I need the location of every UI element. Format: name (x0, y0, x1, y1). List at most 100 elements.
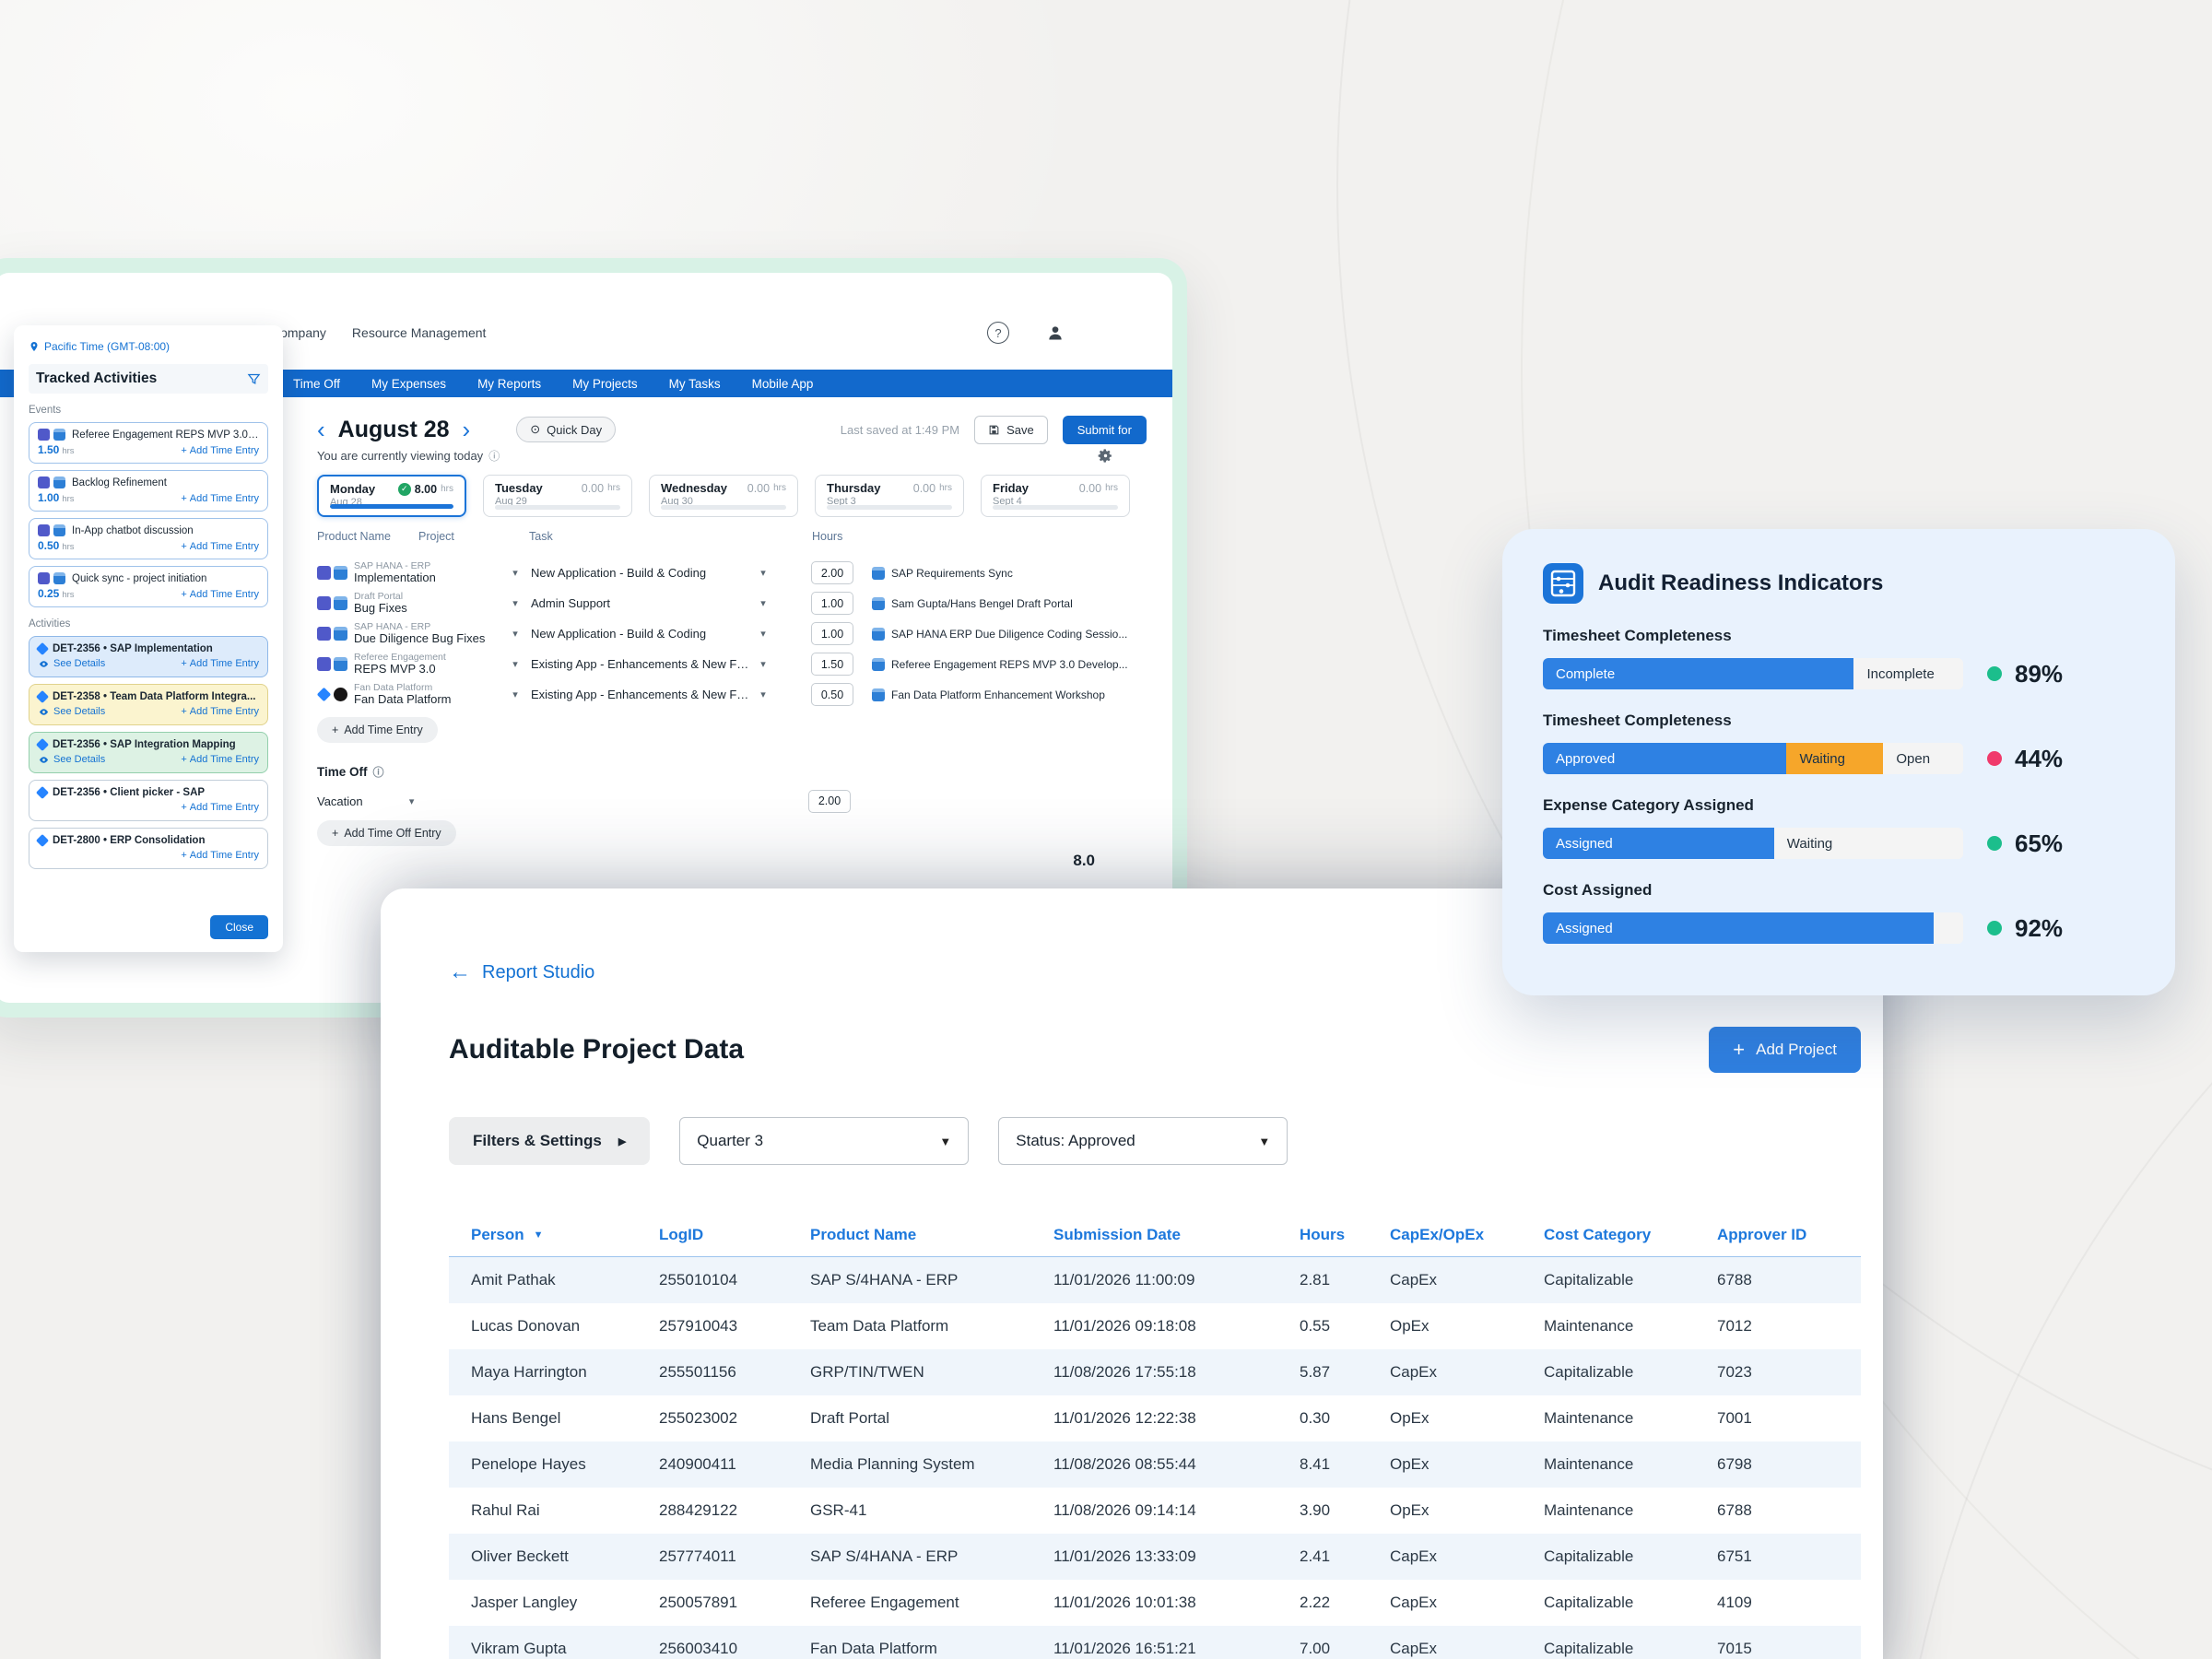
back-arrow-icon[interactable]: ← (449, 959, 471, 984)
chevron-down-icon[interactable]: ▾ (512, 689, 518, 700)
table-row[interactable]: Penelope Hayes 240900411 Media Planning … (449, 1441, 1861, 1488)
project-select[interactable]: SAP HANA - ERP Due Diligence Bug Fixes (354, 621, 500, 646)
hours-input[interactable]: 1.00 (811, 592, 853, 615)
add-time-entry-link[interactable]: + Add Time Entry (181, 493, 259, 504)
add-time-entry-link[interactable]: + Add Time Entry (181, 589, 259, 600)
table-row[interactable]: Amit Pathak 255010104 SAP S/4HANA - ERP … (449, 1257, 1861, 1303)
chevron-down-icon[interactable]: ▾ (512, 598, 518, 609)
add-time-entry-link[interactable]: + Add Time Entry (181, 706, 259, 717)
add-project-button[interactable]: + Add Project (1709, 1027, 1861, 1073)
next-day-button[interactable]: › (462, 416, 471, 443)
column-cost-category[interactable]: Cost Category (1544, 1225, 1652, 1243)
column-person[interactable]: Person ▼ (471, 1226, 659, 1244)
chevron-down-icon[interactable]: ▾ (512, 629, 518, 640)
add-time-entry-link[interactable]: + Add Time Entry (181, 754, 259, 765)
column-submission-date[interactable]: Submission Date (1053, 1225, 1181, 1243)
chevron-down-icon[interactable]: ▾ (512, 659, 518, 670)
time-off-hours-input[interactable]: 2.00 (808, 789, 851, 813)
task-select[interactable]: Admin Support ▾ (531, 596, 772, 610)
header-actions: Last saved at 1:49 PM Save Submit for (841, 415, 1147, 444)
filter-icon[interactable] (247, 372, 261, 386)
nav-item-resource-management[interactable]: Resource Management (351, 325, 487, 340)
nav-item-company[interactable]: Company (271, 325, 326, 340)
table-row[interactable]: Hans Bengel 255023002 Draft Portal 11/01… (449, 1395, 1861, 1441)
sort-descending-icon[interactable]: ▼ (533, 1229, 544, 1241)
activity-card-title: DET-2356 • SAP Integration Mapping (53, 739, 236, 750)
task-select[interactable]: New Application - Build & Coding ▾ (531, 627, 772, 641)
day-hours-unit: hrs (441, 484, 453, 494)
task-select[interactable]: Existing App - Enhancements & New Functi… (531, 688, 772, 701)
cell-approver-id: 4109 (1717, 1594, 1752, 1611)
save-button[interactable]: Save (974, 415, 1048, 444)
quick-day-button[interactable]: ⊙ Quick Day (516, 417, 617, 442)
table-row[interactable]: Maya Harrington 255501156 GRP/TIN/TWEN 1… (449, 1349, 1861, 1395)
table-row[interactable]: Vikram Gupta 256003410 Fan Data Platform… (449, 1626, 1861, 1659)
day-tab[interactable]: Wednesday ✓ 0.00 hrs Aug 30 (649, 475, 798, 517)
table-row[interactable]: Rahul Rai 288429122 GSR-41 11/08/2026 09… (449, 1488, 1861, 1534)
close-panel-button[interactable]: Close (210, 915, 268, 939)
see-details-link[interactable]: See Details (38, 706, 105, 717)
help-icon[interactable]: ? (987, 322, 1009, 344)
quarter-dropdown[interactable]: Quarter 3 ▼ (679, 1117, 970, 1165)
see-details-link[interactable]: See Details (38, 754, 105, 765)
task-select[interactable]: Existing App - Enhancements & New Functi… (531, 657, 772, 671)
table-row[interactable]: Oliver Beckett 257774011 SAP S/4HANA - E… (449, 1534, 1861, 1580)
project-select[interactable]: SAP HANA - ERP Implementation (354, 560, 500, 585)
cell-submission-date: 11/01/2026 12:22:38 (1053, 1409, 1196, 1427)
add-time-entry-link[interactable]: + Add Time Entry (181, 658, 259, 669)
project-select[interactable]: Fan Data Platform Fan Data Platform (354, 682, 500, 707)
submit-button[interactable]: Submit for (1062, 415, 1147, 444)
blue-nav-item[interactable]: My Reports (477, 376, 542, 391)
day-tab[interactable]: Tuesday ✓ 0.00 hrs Aug 29 (483, 475, 632, 517)
hours-input[interactable]: 1.00 (811, 622, 853, 645)
task-select[interactable]: New Application - Build & Coding ▾ (531, 566, 772, 580)
table-row[interactable]: Lucas Donovan 257910043 Team Data Platfo… (449, 1303, 1861, 1349)
cell-hours: 0.55 (1300, 1317, 1331, 1335)
add-time-entry-link[interactable]: + Add Time Entry (181, 541, 259, 552)
chevron-down-icon[interactable]: ▾ (512, 568, 518, 579)
blue-nav-item[interactable]: Time Off (293, 376, 341, 391)
table-row[interactable]: Jasper Langley 250057891 Referee Engagem… (449, 1580, 1861, 1626)
add-time-off-entry-button[interactable]: + Add Time Off Entry (317, 820, 456, 846)
column-logid[interactable]: LogID (659, 1225, 704, 1243)
add-time-entry-link[interactable]: + Add Time Entry (181, 850, 259, 861)
report-studio-link[interactable]: Report Studio (482, 961, 595, 982)
add-time-entry-button[interactable]: + Add Time Entry (317, 717, 438, 743)
day-tab[interactable]: Monday ✓ 8.00 hrs Aug 28 (317, 475, 466, 517)
user-icon[interactable] (1046, 324, 1065, 342)
column-approver-id[interactable]: Approver ID (1717, 1225, 1807, 1243)
filters-settings-button[interactable]: Filters & Settings ▶ (449, 1117, 651, 1165)
blue-nav-item[interactable]: My Projects (572, 376, 638, 391)
chevron-right-icon: ▶ (618, 1135, 627, 1147)
settings-gear-icon[interactable] (1098, 448, 1113, 464)
add-time-entry-link[interactable]: + Add Time Entry (181, 445, 259, 456)
see-details-link[interactable]: See Details (38, 658, 105, 669)
app-icon (317, 657, 331, 671)
previous-day-button[interactable]: ‹ (317, 416, 325, 443)
project-select[interactable]: Referee Engagement REPS MVP 3.0 (354, 652, 500, 677)
cell-capex-opex: OpEx (1390, 1501, 1430, 1519)
cell-person: Penelope Hayes (471, 1455, 586, 1473)
timesheet-content: ‹ August 28 › ⊙ Quick Day Last saved at … (0, 397, 1172, 870)
activity-card: DET-2356 • Client picker - SAP + Add Tim… (29, 780, 268, 821)
bar-segment: Incomplete (1853, 658, 1963, 689)
audit-card-header: Audit Readiness Indicators (1543, 562, 2135, 605)
column-capex-opex[interactable]: CapEx/OpEx (1390, 1225, 1485, 1243)
hours-input[interactable]: 2.00 (811, 561, 853, 584)
hours-input[interactable]: 1.50 (811, 653, 853, 676)
day-tab[interactable]: Friday ✓ 0.00 hrs Sept 4 (981, 475, 1130, 517)
hours-input[interactable]: 0.50 (811, 683, 853, 706)
status-dropdown[interactable]: Status: Approved ▼ (998, 1117, 1288, 1165)
column-hours[interactable]: Hours (1300, 1225, 1346, 1243)
blue-nav-item[interactable]: My Expenses (371, 376, 447, 391)
add-link-label: Add Time Entry (189, 802, 259, 813)
add-time-entry-link[interactable]: + Add Time Entry (181, 802, 259, 813)
day-tab[interactable]: Thursday ✓ 0.00 hrs Sept 3 (815, 475, 964, 517)
blue-nav-item[interactable]: Mobile App (751, 376, 814, 391)
project-select[interactable]: Draft Portal Bug Fixes (354, 591, 500, 616)
bar-segment: Assigned (1543, 912, 1935, 944)
column-product-name[interactable]: Product Name (810, 1225, 917, 1243)
blue-nav-item[interactable]: My Tasks (668, 376, 721, 391)
time-off-type-select[interactable]: Vacation ▾ (317, 794, 808, 808)
report-back-row[interactable]: ← Report Studio (449, 960, 1861, 984)
